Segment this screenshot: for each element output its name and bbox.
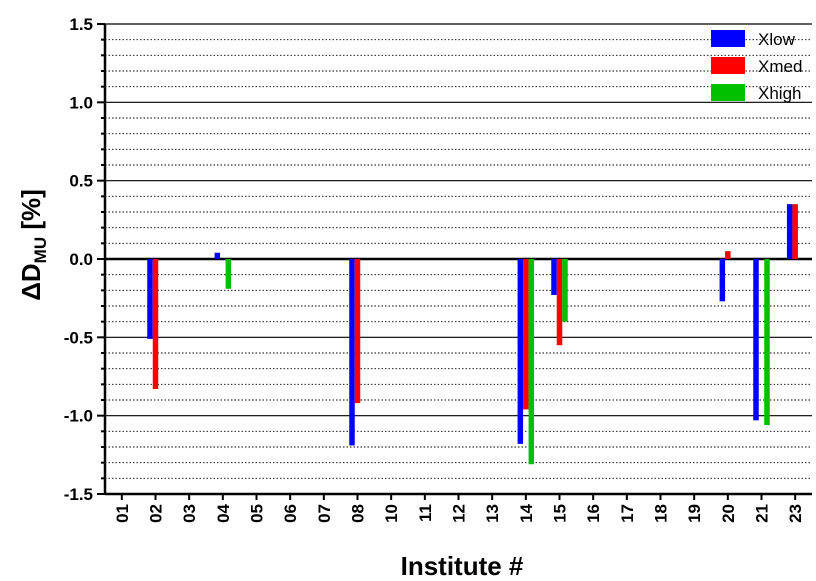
legend-swatch-xmed (711, 57, 745, 74)
axes (97, 23, 812, 500)
x-tick-label: 18 (652, 504, 671, 523)
x-tick-label: 15 (551, 504, 570, 523)
x-tick-label: 19 (685, 504, 704, 523)
bar-xhigh-04 (225, 259, 232, 289)
y-tick-label: -1.5 (64, 485, 93, 504)
y-tick-label: -1.0 (64, 407, 93, 426)
y-axis-label-sub: MU (31, 237, 50, 263)
x-tick-label: 21 (753, 504, 772, 523)
x-tick-label: 13 (483, 504, 502, 523)
legend-swatch-xlow (711, 30, 745, 47)
x-tick-label: 05 (248, 504, 267, 523)
bar-xlow-15 (551, 259, 557, 296)
bar-xlow-14 (517, 259, 524, 444)
x-tick-label: 10 (382, 504, 401, 523)
x-tick-label: 20 (719, 504, 738, 523)
bar-xmed-02 (152, 259, 159, 390)
bar-xmed-20 (725, 251, 731, 259)
x-tick-label: 23 (786, 504, 805, 523)
x-tick-label: 07 (315, 504, 334, 523)
legend-label-xhigh: Xhigh (758, 84, 801, 103)
bar-xlow-21 (753, 259, 759, 421)
x-tick-label: 12 (450, 504, 469, 523)
bar-xmed-15 (556, 259, 563, 346)
bar-xlow-23 (786, 204, 793, 259)
legend: Xlow Xmed Xhigh (711, 30, 802, 103)
x-tick-label: 17 (618, 504, 637, 523)
bar-xlow-02 (147, 259, 153, 339)
bar-group (147, 204, 798, 465)
x-tick-label: 16 (584, 504, 603, 523)
bar-xlow-20 (719, 259, 726, 302)
y-tick-label: 0.5 (69, 172, 93, 191)
bar-xhigh-15 (562, 259, 568, 322)
bar-xhigh-14 (528, 259, 535, 465)
x-tick-label: 06 (281, 504, 300, 523)
bar-xlow-04 (214, 252, 221, 259)
x-tick-label: 14 (517, 503, 536, 522)
x-tick-label: 03 (180, 504, 199, 523)
bar-xmed-23 (792, 204, 798, 259)
y-tick-label: -0.5 (64, 328, 93, 347)
y-axis-label-tail: [%] (16, 189, 46, 237)
y-axis-label: ΔDMU [%] (16, 189, 50, 301)
x-axis-label: Institute # (401, 551, 524, 581)
y-axis-label-main: ΔD (16, 263, 46, 300)
legend-label-xmed: Xmed (758, 57, 802, 76)
x-tick-label: 04 (214, 503, 233, 522)
x-tick-label: 11 (416, 504, 435, 522)
bar-xhigh-21 (764, 259, 770, 426)
bar-xmed-14 (523, 259, 529, 410)
bar-xmed-08 (354, 259, 361, 404)
x-tick-label: 08 (349, 504, 368, 523)
x-tick-label: 02 (147, 504, 166, 523)
legend-swatch-xhigh (711, 84, 745, 101)
bar-xlow-08 (349, 259, 355, 446)
y-tick-label: 1.0 (69, 93, 93, 112)
x-tick-label: 01 (113, 504, 132, 523)
y-tick-label: 0.0 (69, 250, 93, 269)
grid-lines (105, 23, 812, 479)
y-tick-labels: -1.5 -1.0 -0.5 0.0 0.5 1.0 1.5 (64, 15, 93, 504)
legend-label-xlow: Xlow (758, 30, 796, 49)
x-tick-labels: 01 02 03 04 05 06 07 08 10 11 12 13 14 15 16 17 18 19 20 21… (113, 503, 805, 522)
y-tick-label: 1.5 (69, 15, 93, 34)
